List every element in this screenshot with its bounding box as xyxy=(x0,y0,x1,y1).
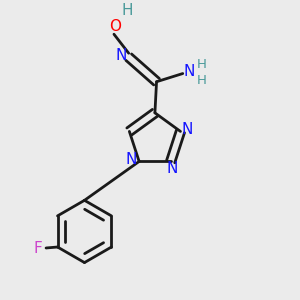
Text: H: H xyxy=(121,3,133,18)
Text: H: H xyxy=(197,74,207,87)
Text: N: N xyxy=(184,64,195,80)
Text: N: N xyxy=(167,161,178,176)
Text: N: N xyxy=(125,152,136,167)
Text: N: N xyxy=(116,48,127,63)
Text: F: F xyxy=(34,241,42,256)
Text: N: N xyxy=(182,122,194,137)
Text: H: H xyxy=(197,58,207,71)
Text: O: O xyxy=(110,19,122,34)
